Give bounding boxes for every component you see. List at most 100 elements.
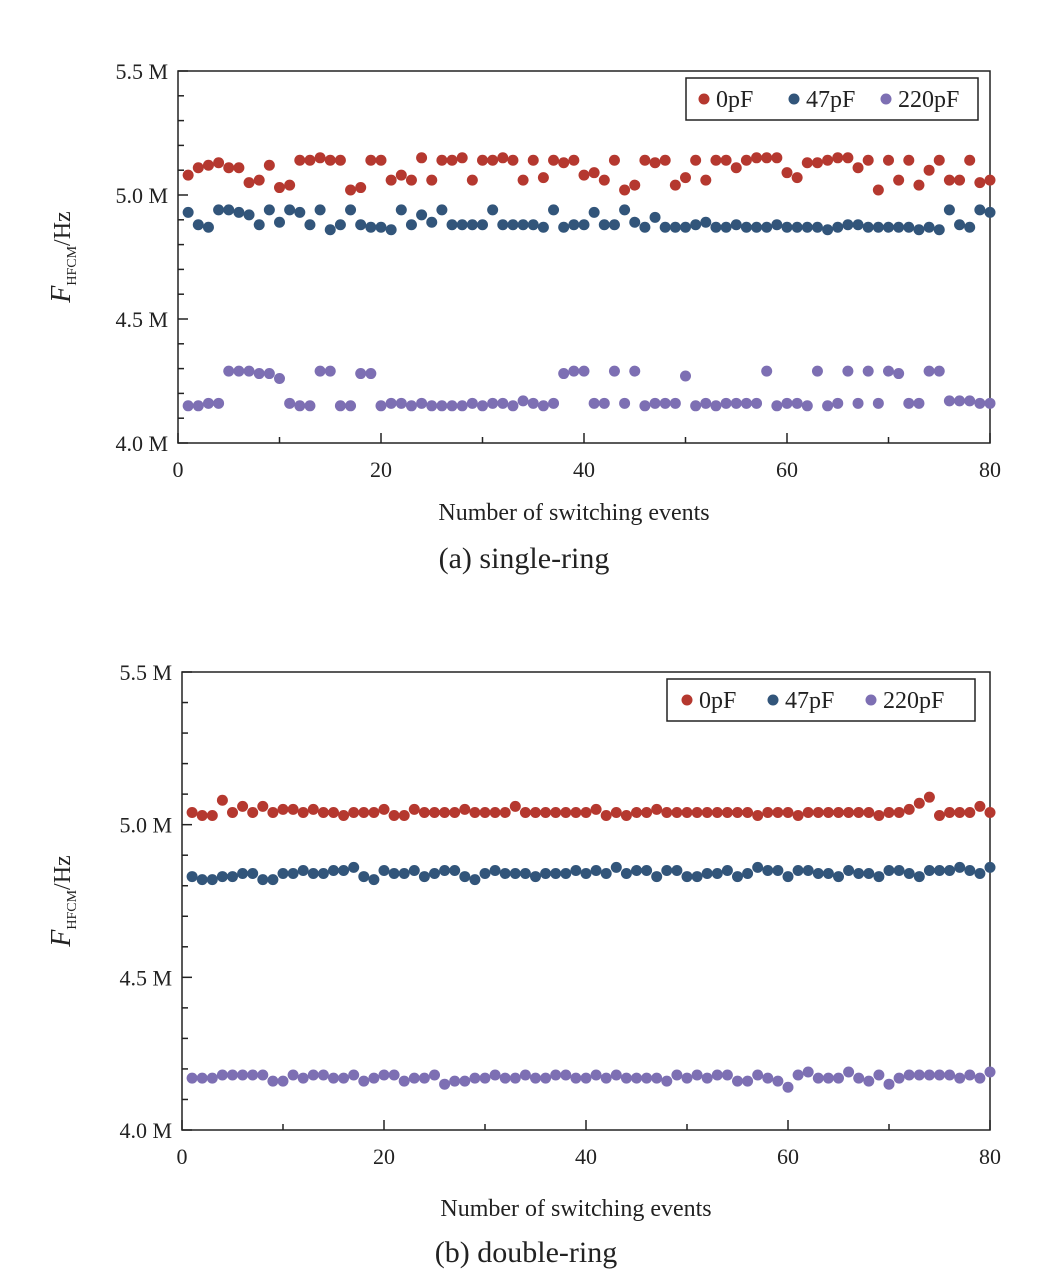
legend-label-0pF: 0pF bbox=[699, 688, 736, 714]
data-point bbox=[811, 157, 823, 169]
data-point bbox=[913, 224, 925, 236]
data-point bbox=[863, 868, 875, 880]
data-point bbox=[479, 1072, 491, 1084]
data-point bbox=[497, 152, 509, 164]
data-point bbox=[355, 368, 367, 380]
data-point bbox=[762, 806, 774, 818]
data-point bbox=[446, 400, 458, 412]
data-point bbox=[832, 221, 844, 233]
data-point bbox=[893, 174, 905, 186]
data-point bbox=[883, 1078, 895, 1090]
data-point bbox=[590, 803, 602, 815]
data-point bbox=[338, 1072, 350, 1084]
data-point bbox=[378, 864, 390, 876]
data-point bbox=[964, 154, 976, 166]
data-point bbox=[405, 219, 417, 231]
data-point bbox=[802, 806, 814, 818]
data-point bbox=[297, 806, 309, 818]
data-point bbox=[832, 397, 844, 409]
data-point bbox=[751, 152, 763, 164]
data-point bbox=[608, 365, 620, 377]
data-point bbox=[570, 806, 582, 818]
data-point bbox=[202, 397, 214, 409]
data-point bbox=[752, 1069, 764, 1081]
data-point bbox=[418, 871, 430, 883]
series-47pF bbox=[186, 861, 996, 886]
data-point bbox=[631, 1072, 642, 1084]
data-point bbox=[509, 800, 521, 812]
data-point bbox=[550, 1069, 562, 1081]
data-point bbox=[456, 152, 468, 164]
data-point bbox=[772, 864, 784, 876]
data-point bbox=[732, 806, 743, 818]
data-point bbox=[459, 1075, 471, 1087]
data-point bbox=[822, 868, 834, 880]
data-point bbox=[385, 397, 397, 409]
data-point bbox=[216, 794, 228, 806]
data-point bbox=[651, 1072, 663, 1084]
data-point bbox=[772, 1075, 784, 1087]
y-axis-label-unit: /Hz bbox=[50, 855, 76, 890]
data-point bbox=[923, 164, 935, 176]
series-220pF bbox=[182, 365, 996, 412]
data-point bbox=[588, 206, 600, 218]
data-point bbox=[691, 871, 703, 883]
data-point bbox=[944, 806, 956, 818]
data-point bbox=[883, 221, 894, 233]
data-point bbox=[669, 397, 681, 409]
data-point bbox=[186, 1072, 198, 1084]
data-point bbox=[853, 1072, 865, 1084]
data-point bbox=[345, 184, 357, 196]
x-axis-label: Number of switching events bbox=[438, 500, 709, 526]
data-point bbox=[721, 1069, 733, 1081]
data-point bbox=[408, 1072, 420, 1084]
legend: 0pF 47pF 220pF bbox=[685, 77, 979, 121]
x-tick-label: 0 bbox=[173, 457, 184, 482]
data-point bbox=[631, 864, 642, 876]
data-point bbox=[964, 864, 976, 876]
data-point bbox=[348, 861, 360, 873]
data-point bbox=[801, 157, 813, 169]
legend-label-47pF: 47pF bbox=[785, 688, 834, 714]
data-point bbox=[540, 1072, 552, 1084]
data-point bbox=[954, 861, 966, 873]
plot-frame bbox=[177, 70, 991, 444]
data-point bbox=[720, 154, 732, 166]
data-point bbox=[317, 806, 329, 818]
data-point bbox=[338, 810, 350, 822]
data-point bbox=[487, 154, 499, 166]
data-point bbox=[570, 1072, 582, 1084]
legend-label-47pF: 47pF bbox=[806, 87, 855, 113]
data-point bbox=[903, 221, 915, 233]
y-axis-label-main: F bbox=[46, 929, 77, 948]
data-point bbox=[479, 868, 491, 880]
data-point bbox=[186, 871, 198, 883]
data-point bbox=[416, 397, 428, 409]
data-point bbox=[499, 1072, 511, 1084]
data-point bbox=[489, 806, 501, 818]
data-point bbox=[954, 1072, 966, 1084]
data-point bbox=[590, 1069, 602, 1081]
data-point bbox=[649, 157, 661, 169]
data-point bbox=[873, 810, 885, 822]
data-point bbox=[751, 221, 763, 233]
data-point bbox=[247, 1069, 259, 1081]
data-point bbox=[459, 803, 471, 815]
legend-label-220pF: 220pF bbox=[883, 688, 944, 714]
data-point bbox=[426, 216, 438, 228]
data-point bbox=[537, 400, 549, 412]
data-point bbox=[608, 219, 620, 231]
data-point bbox=[730, 162, 742, 174]
data-point bbox=[408, 864, 420, 876]
y-axis-label-sub: HFCM bbox=[65, 889, 80, 929]
data-point bbox=[560, 1069, 572, 1081]
data-point bbox=[761, 152, 773, 164]
data-point bbox=[263, 159, 275, 171]
data-point bbox=[984, 1066, 996, 1078]
data-point bbox=[375, 221, 387, 233]
chart-panel-1: 0 20 40 60 80 4.0 M 4.5 M 5.0 M 5.5 M Number of s… bbox=[46, 59, 1001, 575]
data-point bbox=[913, 1069, 925, 1081]
data-point bbox=[263, 368, 275, 380]
data-point bbox=[507, 154, 519, 166]
data-point bbox=[537, 221, 549, 233]
